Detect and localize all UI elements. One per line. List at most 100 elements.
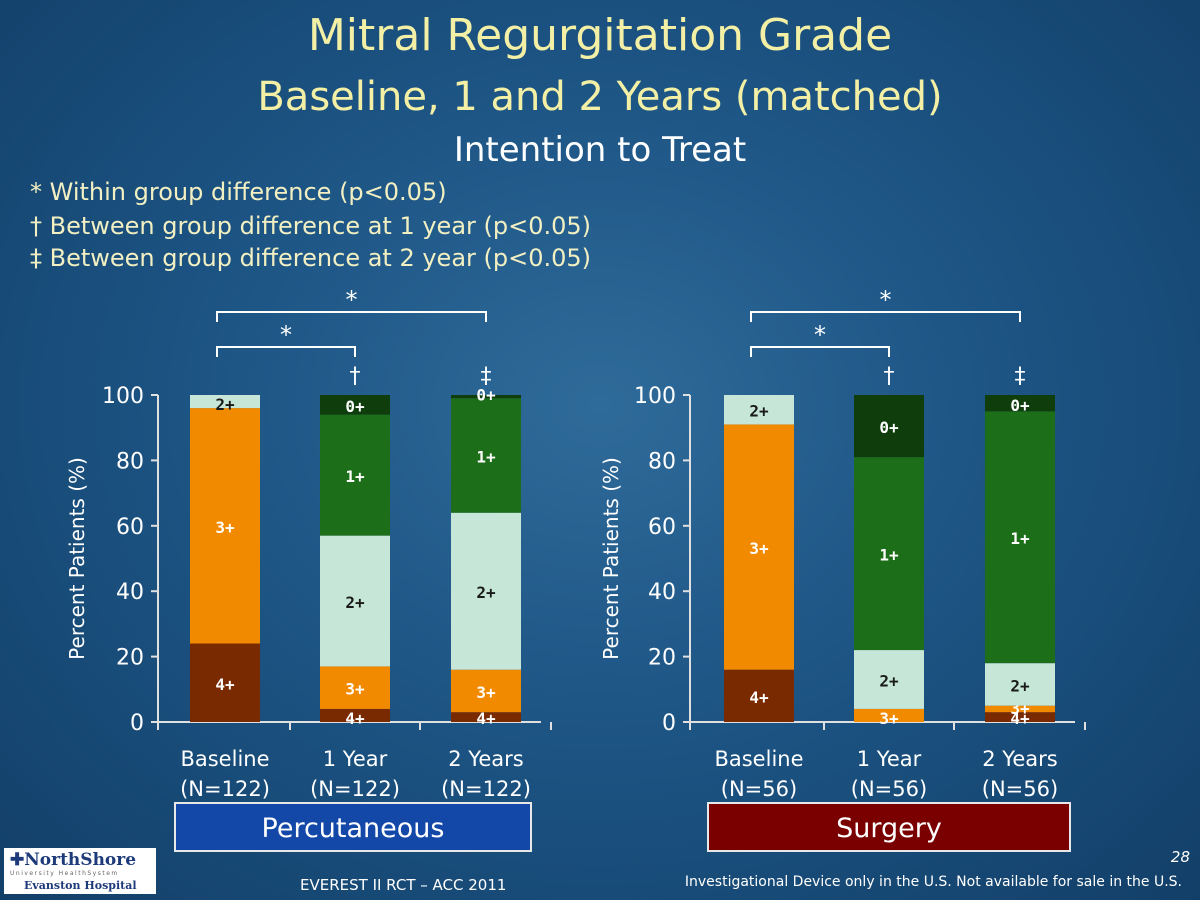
chart-title: Mitral Regurgitation Grade (307, 10, 893, 61)
bar-segment-label: 1+ (879, 546, 899, 565)
bar-segment-3plus (190, 408, 260, 644)
y-tick-label: 60 (648, 515, 676, 540)
x-category-label: (N=56) (721, 777, 797, 801)
bar-segment-label: 4+ (476, 709, 496, 728)
bar-segment-label: 2+ (476, 583, 496, 602)
y-axis-label: Percent Patients (%) (599, 457, 623, 660)
x-category-label: 2 Years (982, 747, 1057, 771)
legend-dagger: † Between group difference at 1 year (p<… (30, 212, 592, 240)
bar-segment-0plus (985, 395, 1055, 412)
y-tick-label: 0 (130, 711, 144, 736)
y-tick-label: 80 (116, 449, 144, 474)
comparison-bracket (216, 311, 487, 322)
bar-segment-1plus (451, 398, 521, 513)
logo-hospital: Evanston Hospital (24, 879, 137, 892)
bar-segment-label: 0+ (1010, 396, 1030, 415)
bar-segment-0plus (451, 395, 521, 399)
footer-disclaimer: Investigational Device only in the U.S. … (684, 874, 1182, 890)
northshore-logo: ✚NorthShore University HealthSystem Evan… (4, 848, 156, 894)
bracket-label: * (346, 286, 358, 314)
bar-segment-label: 2+ (749, 402, 769, 421)
bar-segment-3plus (320, 666, 390, 709)
chart-subtitle: Baseline, 1 and 2 Years (matched) (257, 74, 943, 120)
bracket-label: * (814, 321, 826, 349)
bar-segment-label: 1+ (476, 447, 496, 466)
bar-segment-2plus (190, 395, 260, 409)
group-label-percutaneous: Percutaneous (174, 802, 532, 852)
bar-segment-4plus (724, 669, 794, 722)
y-tick-label: 40 (116, 580, 144, 605)
bar-segment-1plus (985, 411, 1055, 664)
bar-segment-2plus (724, 395, 794, 425)
comparison-bracket (750, 311, 1021, 322)
bar-segment-label: 4+ (1010, 709, 1030, 728)
y-tick-label: 100 (634, 384, 676, 409)
x-category-label: 1 Year (323, 747, 388, 771)
x-category-label: 1 Year (857, 747, 922, 771)
comparison-bracket (216, 346, 356, 357)
bar-segment-label: 4+ (749, 688, 769, 707)
y-axis-label: Percent Patients (%) (65, 457, 89, 660)
x-category-label: 2 Years (448, 747, 523, 771)
bar-segment-2plus (854, 650, 924, 709)
bracket-label: * (280, 321, 292, 349)
bar-segment-label: 1+ (345, 467, 365, 486)
bar-segment-label: 1+ (1010, 529, 1030, 548)
bar-segment-label: 2+ (215, 395, 235, 414)
bar-segment-4plus (320, 708, 390, 722)
bar-segment-label: 0+ (345, 397, 365, 416)
logo-tagline: University HealthSystem (10, 870, 119, 877)
footer-citation: EVEREST II RCT – ACC 2011 (300, 876, 507, 894)
x-category-label: (N=122) (310, 777, 400, 801)
bar-segment-label: 0+ (476, 385, 496, 404)
x-category-label: Baseline (714, 747, 803, 771)
bar-segment-1plus (854, 457, 924, 651)
bracket-label: * (880, 286, 892, 314)
bar-segment-label: 3+ (345, 680, 365, 699)
bar-segment-4plus (985, 712, 1055, 722)
bar-segment-1plus (320, 414, 390, 536)
chart-subtitle-2: Intention to Treat (453, 130, 747, 170)
x-category-label: (N=122) (441, 777, 531, 801)
bar-segment-label: 2+ (345, 593, 365, 612)
x-category-label: Baseline (180, 747, 269, 771)
group-label-surgery: Surgery (707, 802, 1071, 852)
significance-mark: ‡ (481, 364, 492, 389)
significance-mark: † (884, 364, 895, 389)
legend-star: * Within group difference (p<0.05) (30, 178, 447, 206)
bar-segment-4plus (451, 712, 521, 722)
bar-segment-label: 3+ (879, 709, 899, 728)
y-tick-label: 20 (648, 646, 676, 671)
page-number: 28 (1170, 848, 1190, 866)
bar-segment-label: 3+ (476, 683, 496, 702)
bar-segment-label: 2+ (879, 671, 899, 690)
bar-segment-label: 4+ (345, 709, 365, 728)
bar-segment-label: 2+ (1010, 676, 1030, 695)
bar-segment-3plus (724, 424, 794, 670)
y-tick-label: 60 (116, 515, 144, 540)
y-tick-label: 20 (116, 646, 144, 671)
y-tick-label: 100 (102, 384, 144, 409)
significance-mark: ‡ (1015, 364, 1026, 389)
x-category-label: (N=56) (851, 777, 927, 801)
y-tick-label: 40 (648, 580, 676, 605)
bar-segment-label: 0+ (879, 418, 899, 437)
bar-segment-2plus (320, 535, 390, 667)
bar-segment-label: 3+ (749, 539, 769, 558)
bar-segment-2plus (985, 663, 1055, 706)
x-category-label: (N=122) (180, 777, 270, 801)
comparison-bracket (750, 346, 890, 357)
bar-segment-0plus (320, 395, 390, 415)
bar-segment-2plus (451, 512, 521, 670)
legend-double-dagger: ‡ Between group difference at 2 year (p<… (30, 244, 592, 272)
bar-segment-4plus (190, 643, 260, 722)
y-tick-label: 0 (662, 711, 676, 736)
bar-segment-0plus (854, 395, 924, 458)
bar-segment-3plus (451, 669, 521, 713)
logo-name: ✚NorthShore (10, 850, 137, 870)
significance-mark: † (350, 364, 361, 389)
y-tick-label: 80 (648, 449, 676, 474)
bar-segment-label: 4+ (215, 675, 235, 694)
bar-segment-3plus (854, 708, 924, 722)
x-category-label: (N=56) (982, 777, 1058, 801)
